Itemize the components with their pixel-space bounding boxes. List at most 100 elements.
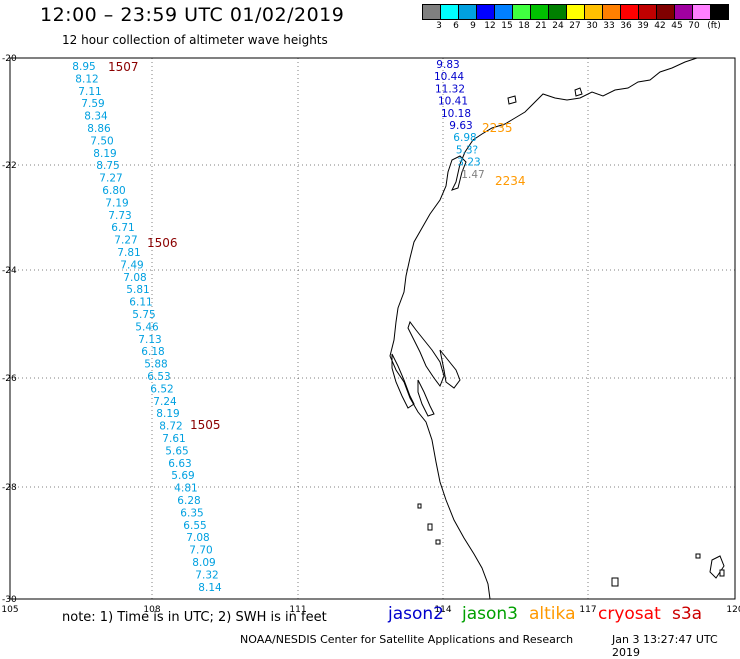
wave-height-value: 4.81 [174, 483, 197, 495]
wave-height-value: 7.59 [81, 98, 104, 110]
lon-tick-label: 108 [143, 605, 160, 615]
wave-height-value: 6.53 [147, 371, 170, 383]
wave-height-value: 8.14 [198, 582, 222, 594]
wave-height-value: 8.19 [156, 408, 179, 420]
footnote: note: 1) Time is in UTC; 2) SWH is in fe… [62, 610, 327, 625]
lon-tick-label: 111 [289, 605, 306, 615]
lon-tick-label: 114 [434, 605, 451, 615]
track-label-1505: 1505 [190, 418, 221, 432]
wave-height-value: 8.19 [93, 148, 116, 160]
scale-unit: (ft) [707, 21, 721, 31]
wave-height-value: 10.41 [438, 96, 468, 108]
island-4 [435, 539, 441, 545]
wave-height-value: 6.71 [111, 222, 134, 234]
scale-swatch [710, 4, 729, 20]
shark-bay-peninsula [407, 320, 445, 388]
wave-height-value: 6.98 [453, 132, 476, 144]
wave-height-value: 7.61 [162, 433, 185, 445]
scale-label: 6 [453, 21, 459, 31]
scale-label: 9 [470, 21, 476, 31]
wave-height-value: 5.75 [132, 309, 155, 321]
lat-tick-label: -20 [2, 54, 17, 64]
scale-label: 21 [535, 21, 547, 31]
axis-tick-labels: 105 108 111 114 117 120 -20 -22 -24 -26 -28 -30 [1, 54, 740, 615]
wave-height-value: 6.35 [180, 507, 203, 519]
wave-height-value: 5.69 [171, 470, 194, 482]
scale-label: 39 [637, 21, 649, 31]
wave-height-value: 7.27 [99, 173, 122, 185]
credit-line: NOAA/NESDIS Center for Satellite Applica… [240, 633, 574, 646]
wave-height-value: 6.80 [102, 185, 125, 197]
wave-height-value: 6.55 [183, 520, 206, 532]
scale-label: 12 [484, 21, 496, 31]
west-track-values: 8.958.127.117.598.348.867.508.198.757.27… [72, 61, 222, 594]
wave-height-value: 7.08 [186, 532, 209, 544]
island-1 [507, 95, 517, 105]
wave-height-value: 9.63 [449, 120, 472, 132]
wave-height-value: 6.18 [141, 346, 164, 358]
lat-tick-label: -28 [2, 483, 17, 493]
legend-jason3: jason3 [462, 604, 518, 624]
shark-bay-inner [439, 349, 461, 389]
island-3 [427, 523, 433, 531]
island-9 [719, 569, 725, 577]
wave-height-value: 7.73 [108, 210, 131, 222]
wave-height-value: 6.52 [150, 383, 173, 395]
wave-height-value: 8.72 [159, 421, 182, 433]
island-5 [417, 503, 422, 509]
track-label-2234: 2234 [495, 174, 526, 188]
wave-height-value: 1.47 [461, 169, 484, 181]
track-label-1506: 1506 [147, 236, 178, 250]
lat-tick-label: -30 [2, 595, 17, 605]
color-scale-bar [422, 4, 729, 20]
wave-height-value: 5.88 [144, 359, 167, 371]
track-label-2235: 2235 [482, 121, 513, 135]
scale-label: 18 [518, 21, 530, 31]
island-2 [574, 87, 583, 97]
wave-height-value: 10.18 [441, 108, 471, 120]
map-grid [10, 58, 735, 599]
wave-height-value: 9.83 [436, 59, 459, 71]
lat-tick-label: -22 [2, 161, 17, 171]
wave-height-value: 11.32 [435, 83, 465, 95]
wave-height-value: 5.3? [456, 144, 478, 156]
legend-cryosat: cryosat [598, 604, 661, 624]
wave-height-value: 7.24 [153, 396, 177, 408]
wave-height-value: 7.19 [105, 197, 128, 209]
wave-height-value: 7.11 [78, 86, 101, 98]
legend-s3a: s3a [672, 604, 703, 624]
scale-label: 3 [436, 21, 442, 31]
scale-label: 36 [620, 21, 632, 31]
dirk-hartog-island [391, 353, 415, 409]
scale-label: 30 [586, 21, 598, 31]
lon-tick-label: 117 [579, 605, 596, 615]
legend-jason2: jason2 [388, 604, 444, 624]
lat-tick-label: -24 [2, 266, 17, 276]
wave-height-value: 8.12 [75, 73, 98, 85]
generation-timestamp: Jan 3 13:27:47 UTC 2019 [612, 633, 718, 659]
wave-height-value: 10.44 [434, 71, 464, 83]
wave-height-value: 6.11 [129, 297, 152, 309]
scale-label: 27 [569, 21, 581, 31]
wave-height-value: 5.65 [165, 445, 188, 457]
map-title: 12:00 – 23:59 UTC 01/02/2019 [40, 4, 345, 26]
wave-height-value: 7.27 [114, 235, 137, 247]
wave-height-value: 8.34 [84, 111, 108, 123]
wave-height-value: 8.75 [96, 160, 119, 172]
wave-height-value: 7.50 [90, 135, 113, 147]
lon-tick-label: 120 [726, 605, 740, 615]
scale-label: 15 [501, 21, 513, 31]
wave-height-value: 5.46 [135, 321, 159, 333]
wave-height-value: 8.95 [72, 61, 95, 73]
lon-tick-label: 105 [1, 605, 18, 615]
scale-label: 33 [603, 21, 615, 31]
wave-height-value: 6.28 [177, 495, 200, 507]
wave-height-value: 5.81 [126, 284, 149, 296]
island-8 [695, 553, 701, 559]
wave-height-value: 3.23 [457, 157, 480, 169]
wave-height-value: 7.49 [120, 259, 143, 271]
wave-height-value: 8.86 [87, 123, 111, 135]
lat-tick-label: -26 [2, 374, 17, 384]
scale-label: 70 [688, 21, 700, 31]
